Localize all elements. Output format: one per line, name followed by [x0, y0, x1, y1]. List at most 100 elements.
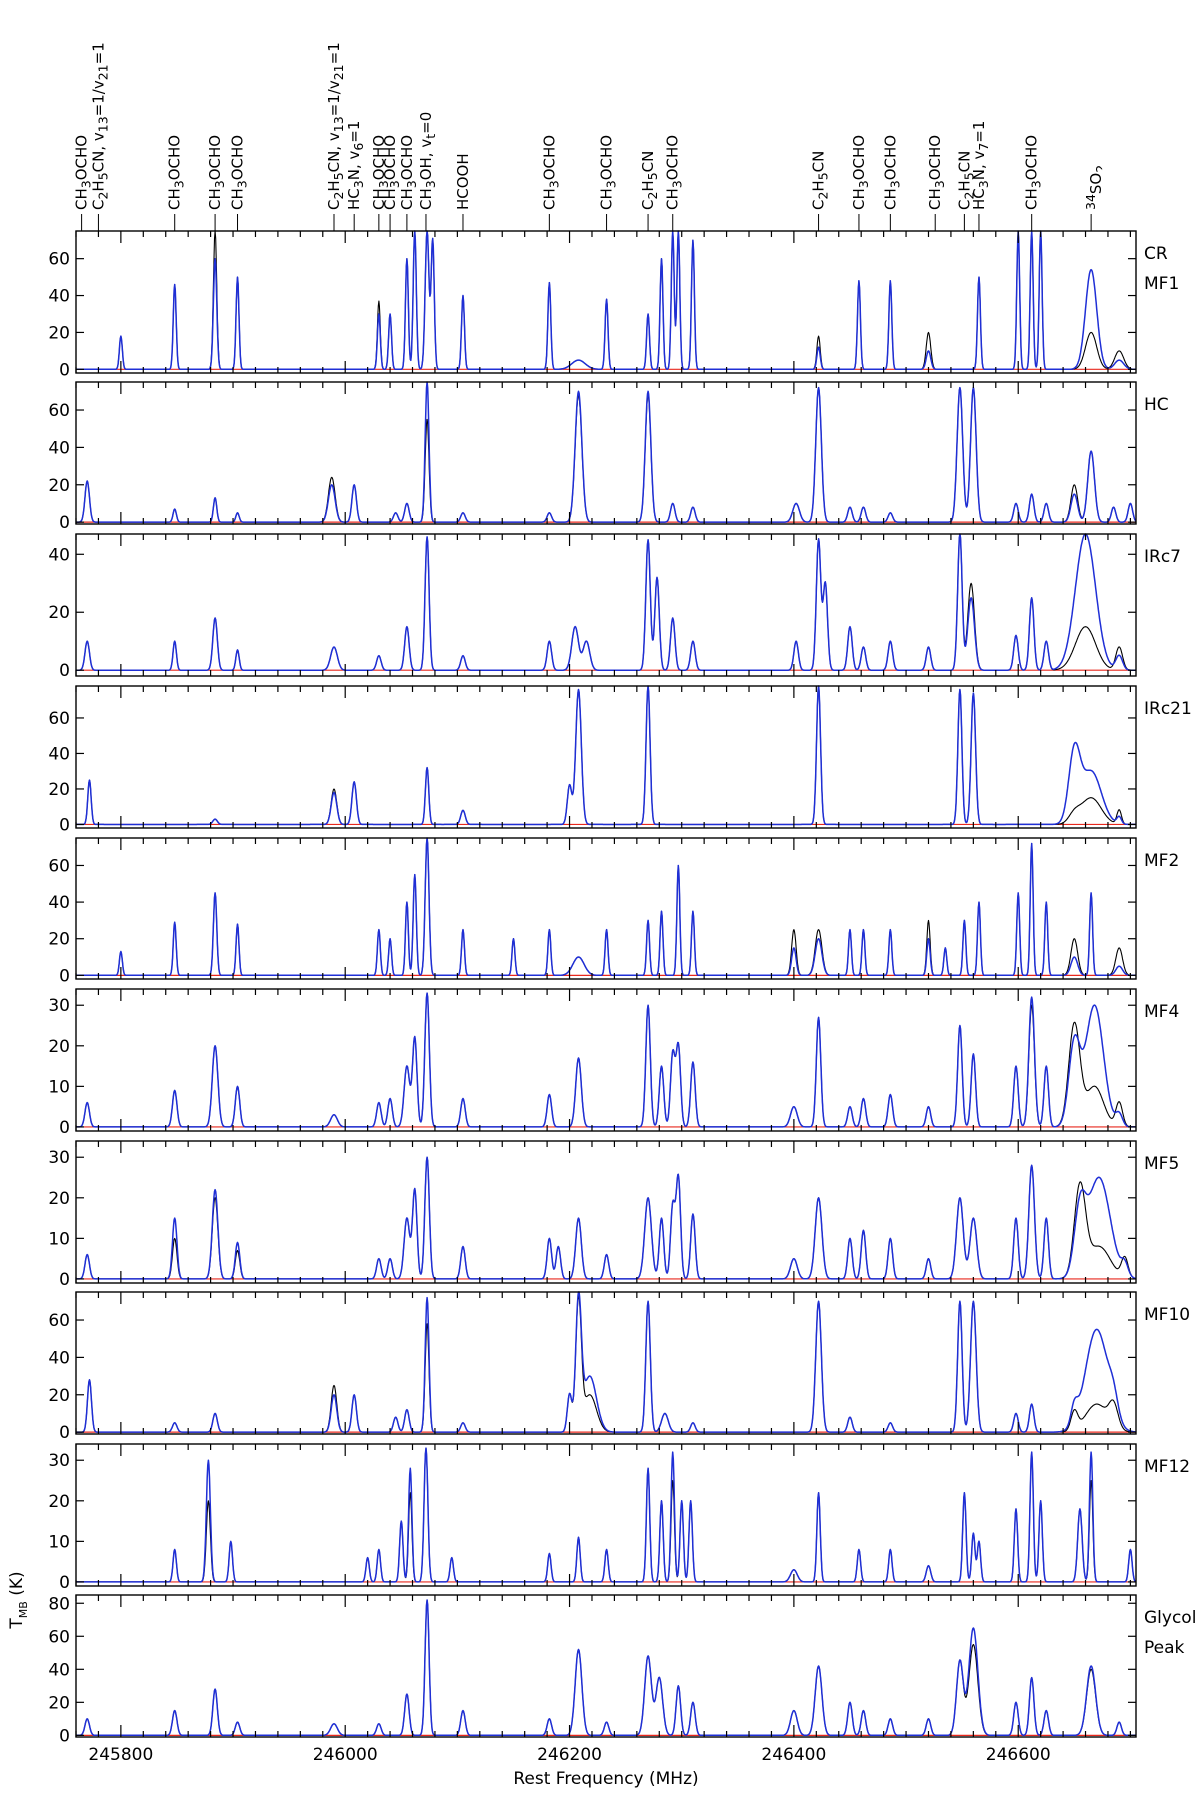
y-axis-label-sub: MB [17, 1601, 30, 1618]
line-label: C2H5CN [639, 151, 659, 210]
panel-label: MF5 [1144, 1154, 1179, 1174]
y-tick-label: 20 [48, 1189, 70, 1209]
panel-frame [75, 1140, 1137, 1284]
panel-label: IRc7 [1144, 547, 1181, 567]
panel-label: Peak [1144, 1638, 1185, 1658]
y-tick-label: 40 [48, 1348, 70, 1368]
y-tick-label: 60 [48, 1627, 70, 1647]
y-tick-label: 10 [48, 1532, 70, 1552]
line-label: CH3OCHO [1023, 135, 1043, 210]
panel-frame [75, 533, 1137, 677]
panel-label: IRc21 [1144, 699, 1192, 719]
model-spectrum [75, 1447, 1137, 1583]
y-axis-label-unit: (K) [7, 1571, 27, 1595]
line-label: HC3N, v7=1 [970, 121, 990, 210]
model-spectrum [75, 381, 1137, 523]
y-tick-label: 0 [59, 1118, 70, 1138]
y-tick-label: 30 [48, 1148, 70, 1168]
y-tick-label: 30 [48, 996, 70, 1016]
x-axis: 245800 246000 246200 246400 246600 [88, 1745, 1050, 1765]
y-tick-label: 40 [48, 438, 70, 458]
y-tick-label: 20 [48, 476, 70, 496]
y-tick-label: 0 [59, 1726, 70, 1746]
y-tick-label: 20 [48, 930, 70, 950]
x-tick-label: 245800 [88, 1745, 153, 1765]
y-tick-label: 20 [48, 1693, 70, 1713]
observed-spectrum [76, 1447, 1137, 1583]
panel-label: CR [1144, 244, 1168, 264]
y-tick-label: 20 [48, 603, 70, 623]
model-spectrum [75, 992, 1137, 1128]
y-tick-label: 20 [48, 780, 70, 800]
model-spectrum [75, 1291, 1137, 1433]
line-label: CH3OCHO [598, 135, 618, 210]
x-tick-label: 246400 [761, 1745, 826, 1765]
svg-text:TMB (K): TMB (K) [7, 1571, 30, 1629]
panel-label: MF4 [1144, 1002, 1179, 1022]
y-tick-label: 0 [59, 661, 70, 681]
panel-frame [75, 988, 1137, 1132]
y-tick-label: 40 [48, 287, 70, 307]
line-label: C2H5CN [810, 151, 830, 210]
panel: 0 20 40 60 80 Glycol Peak [48, 1594, 1196, 1746]
model-spectrum [75, 1599, 1137, 1737]
y-axis-label: TMB (K) [7, 1571, 30, 1629]
x-axis-label: Rest Frequency (MHz) [513, 1769, 698, 1789]
line-label: CH3OCHO [926, 135, 946, 210]
panel-label: MF1 [1144, 274, 1179, 294]
y-tick-label: 20 [48, 1492, 70, 1512]
model-spectrum [75, 230, 1137, 371]
line-label: CH3OCHO [881, 135, 901, 210]
y-tick-label: 0 [59, 1423, 70, 1443]
panel-frame [75, 230, 1137, 374]
line-label: CH3OCHO [206, 135, 226, 210]
y-tick-label: 60 [48, 250, 70, 270]
panel-frame [75, 381, 1137, 525]
y-tick-label: 60 [48, 1311, 70, 1331]
y-tick-label: 0 [59, 1270, 70, 1290]
y-tick-label: 0 [59, 513, 70, 533]
panel-label: MF12 [1144, 1457, 1190, 1477]
line-label: CH3OCHO [166, 135, 186, 210]
panel: 0 20 40 60 CR MF1 [48, 230, 1179, 380]
panel-label: MF10 [1144, 1305, 1190, 1325]
model-spectrum [75, 533, 1137, 671]
y-tick-label: 40 [48, 893, 70, 913]
y-tick-label: 60 [48, 401, 70, 421]
y-axis-label-main: T [7, 1618, 27, 1630]
panel: 0 10 20 30 MF12 [48, 1443, 1190, 1593]
line-label: 34SO2 [1083, 165, 1102, 210]
panel-frame [75, 837, 1137, 980]
panel-frame [75, 1443, 1137, 1587]
y-tick-label: 20 [48, 1037, 70, 1057]
line-label: CH3OH, vt=0 [417, 112, 437, 210]
y-tick-label: 30 [48, 1451, 70, 1471]
panel: 0 20 40 60 MF2 [48, 837, 1179, 986]
y-tick-label: 80 [48, 1594, 70, 1614]
panel-label: MF2 [1144, 851, 1179, 871]
y-tick-label: 0 [59, 815, 70, 835]
model-spectrum [75, 685, 1137, 826]
line-label: CH3OCHO [229, 135, 249, 210]
y-tick-label: 0 [59, 360, 70, 380]
x-tick-label: 246000 [313, 1745, 378, 1765]
x-tick-label: 246200 [537, 1745, 602, 1765]
line-label: HC3N, v6=1 [345, 121, 365, 210]
line-label: CH3OCHO [540, 135, 560, 210]
model-spectrum [75, 1156, 1137, 1280]
y-tick-label: 60 [48, 709, 70, 729]
y-tick-label: 20 [48, 323, 70, 343]
y-tick-label: 60 [48, 856, 70, 876]
panel-label: Glycol [1144, 1608, 1196, 1628]
y-tick-label: 10 [48, 1229, 70, 1249]
y-tick-label: 20 [48, 1386, 70, 1406]
line-label: C2H5CN, v13=1/v21=1 [325, 42, 345, 210]
line-label: CH3OCHO [850, 135, 870, 210]
y-tick-label: 40 [48, 744, 70, 764]
line-label: HCOOH [454, 153, 472, 210]
panel-frame [75, 1291, 1137, 1435]
y-tick-label: 0 [59, 966, 70, 986]
panel-frame [75, 685, 1137, 829]
